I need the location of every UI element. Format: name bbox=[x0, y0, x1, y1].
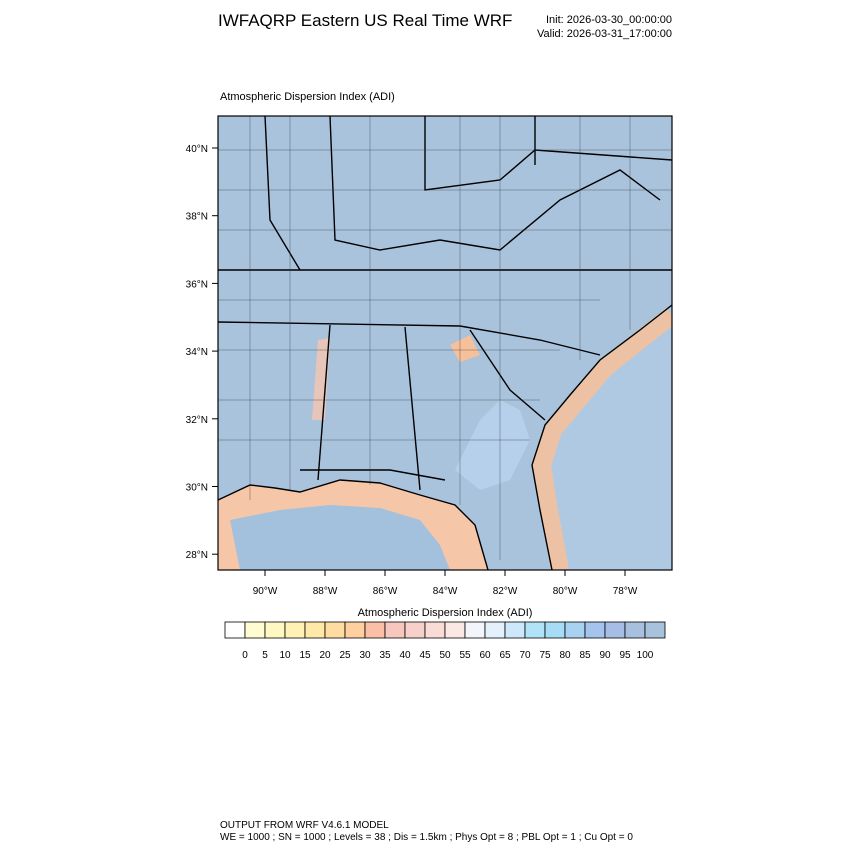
lon-label: 78°W bbox=[613, 586, 638, 597]
colorbar-level: 0 bbox=[242, 650, 248, 661]
lat-label: 32°N bbox=[186, 415, 208, 426]
colorbar-box bbox=[324, 621, 346, 639]
colorbar-level: 35 bbox=[379, 650, 391, 661]
title: IWFAQRP Eastern US Real Time WRF bbox=[218, 11, 512, 30]
lon-label: 82°W bbox=[493, 586, 518, 597]
lat-label: 38°N bbox=[186, 212, 208, 223]
colorbar-box bbox=[564, 621, 586, 639]
colorbar-box bbox=[524, 621, 546, 639]
lon-label: 88°W bbox=[313, 586, 338, 597]
colorbar-box bbox=[584, 621, 606, 639]
footer-line: WE = 1000 ; SN = 1000 ; Levels = 38 ; Di… bbox=[220, 832, 633, 843]
colorbar-level: 75 bbox=[539, 650, 551, 661]
footer-line: OUTPUT FROM WRF V4.6.1 MODEL bbox=[220, 820, 389, 831]
colorbar-level: 50 bbox=[439, 650, 451, 661]
lat-label: 36°N bbox=[186, 279, 208, 290]
colorbar-level: 25 bbox=[339, 650, 351, 661]
colorbar-level: 15 bbox=[299, 650, 311, 661]
colorbar-box bbox=[244, 621, 266, 639]
colorbar-level: 80 bbox=[559, 650, 571, 661]
lat-label: 28°N bbox=[186, 550, 208, 561]
colorbar-level: 5 bbox=[262, 650, 268, 661]
colorbar-box bbox=[344, 621, 366, 639]
atlantic bbox=[532, 305, 672, 570]
coast-band bbox=[532, 307, 672, 570]
inland-patch bbox=[455, 400, 530, 490]
lon-label: 80°W bbox=[553, 586, 578, 597]
lon-label: 90°W bbox=[253, 586, 278, 597]
colorbar-box bbox=[484, 621, 506, 639]
colorbar-label: Atmospheric Dispersion Index (ADI) bbox=[358, 607, 533, 619]
lon-label: 86°W bbox=[373, 586, 398, 597]
gulf-inner bbox=[230, 505, 450, 570]
colorbar-box bbox=[404, 621, 426, 639]
lat-label: 34°N bbox=[186, 347, 208, 358]
colorbar-box bbox=[224, 621, 246, 639]
lat-label: 30°N bbox=[186, 483, 208, 494]
colorbar-level: 55 bbox=[459, 650, 471, 661]
init-time: Init: 2026-03-30_00:00:00 bbox=[546, 14, 672, 26]
inland-patch bbox=[450, 335, 480, 362]
colorbar-box bbox=[364, 621, 386, 639]
colorbar-box bbox=[544, 621, 566, 639]
colorbar-level: 70 bbox=[519, 650, 531, 661]
colorbar-box bbox=[444, 621, 466, 639]
map-subtitle: Atmospheric Dispersion Index (ADI) bbox=[220, 91, 395, 103]
lat-label: 40°N bbox=[186, 144, 208, 155]
colorbar-level: 65 bbox=[499, 650, 511, 661]
colorbar-box bbox=[284, 621, 306, 639]
colorbar-box bbox=[264, 621, 286, 639]
colorbar-level: 20 bbox=[319, 650, 331, 661]
colorbar-box bbox=[504, 621, 526, 639]
colorbar-box bbox=[464, 621, 486, 639]
colorbar-level: 100 bbox=[637, 650, 654, 661]
colorbar-level: 30 bbox=[359, 650, 371, 661]
map bbox=[217, 115, 673, 571]
colorbar-box bbox=[424, 621, 446, 639]
colorbar-level: 40 bbox=[399, 650, 411, 661]
colorbar-level: 45 bbox=[419, 650, 431, 661]
colorbar-level: 60 bbox=[479, 650, 491, 661]
valid-time: Valid: 2026-03-31_17:00:00 bbox=[537, 28, 672, 40]
colorbar-level: 90 bbox=[599, 650, 611, 661]
colorbar-box bbox=[644, 621, 666, 639]
lon-label: 84°W bbox=[433, 586, 458, 597]
colorbar-box bbox=[304, 621, 326, 639]
colorbar-level: 95 bbox=[619, 650, 631, 661]
inland-patch bbox=[312, 338, 330, 420]
colorbar-box bbox=[604, 621, 626, 639]
colorbar-level: 85 bbox=[579, 650, 591, 661]
colorbar-level: 10 bbox=[279, 650, 291, 661]
colorbar-box bbox=[384, 621, 406, 639]
colorbar-box bbox=[624, 621, 646, 639]
